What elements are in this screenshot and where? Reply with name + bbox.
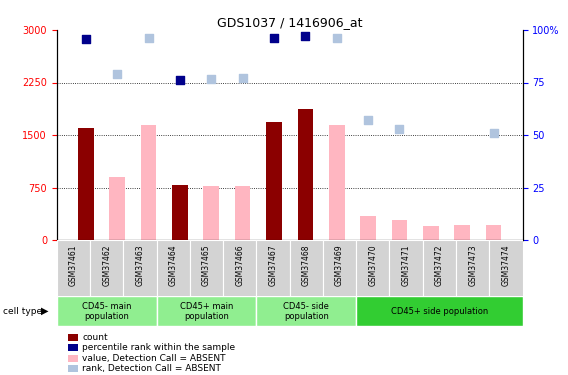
Bar [57, 240, 90, 300]
Text: ▶: ▶ [41, 306, 48, 316]
Text: GSM37467: GSM37467 [269, 245, 278, 286]
Bar [90, 240, 123, 300]
Text: rank, Detection Call = ABSENT: rank, Detection Call = ABSENT [82, 364, 221, 373]
Text: value, Detection Call = ABSENT: value, Detection Call = ABSENT [82, 354, 226, 363]
Bar [256, 296, 356, 326]
Point [81, 36, 90, 42]
Text: cell type: cell type [3, 307, 42, 316]
Text: GSM37462: GSM37462 [102, 245, 111, 286]
Bar [223, 240, 256, 300]
Point [301, 33, 310, 39]
Text: GSM37474: GSM37474 [502, 245, 511, 286]
Bar [190, 240, 223, 300]
Point [489, 130, 498, 136]
Text: GSM37469: GSM37469 [335, 245, 344, 286]
Text: CD45- side
population: CD45- side population [283, 302, 329, 321]
Bar [329, 125, 345, 240]
Text: GSM37468: GSM37468 [302, 245, 311, 286]
Bar [157, 240, 190, 300]
Title: GDS1037 / 1416906_at: GDS1037 / 1416906_at [217, 16, 362, 29]
Bar [235, 186, 250, 240]
Point [238, 75, 247, 81]
Point [176, 77, 185, 83]
Bar [290, 240, 323, 300]
Text: CD45+ main
population: CD45+ main population [180, 302, 233, 321]
Text: GSM37466: GSM37466 [235, 245, 244, 286]
Bar [423, 240, 456, 300]
Point [364, 117, 373, 123]
Text: GSM37461: GSM37461 [69, 245, 78, 286]
Text: CD45- main
population: CD45- main population [82, 302, 131, 321]
Text: GSM37471: GSM37471 [402, 245, 411, 286]
Point [112, 71, 122, 77]
Point [207, 76, 216, 82]
Text: CD45+ side population: CD45+ side population [391, 307, 488, 316]
Bar [486, 225, 502, 240]
Text: GSM37470: GSM37470 [369, 245, 377, 286]
Point [332, 35, 341, 41]
Bar [172, 185, 188, 240]
Bar [356, 240, 390, 300]
Text: percentile rank within the sample: percentile rank within the sample [82, 343, 236, 352]
Bar [390, 240, 423, 300]
Bar [356, 296, 523, 326]
Text: GSM37464: GSM37464 [169, 245, 178, 286]
Bar [157, 296, 256, 326]
Bar [203, 186, 219, 240]
Bar [456, 240, 489, 300]
Text: GSM37472: GSM37472 [435, 245, 444, 286]
Bar [256, 240, 290, 300]
Bar [423, 226, 438, 240]
Bar [266, 122, 282, 240]
Bar [78, 128, 94, 240]
Bar [141, 125, 156, 240]
Bar [109, 177, 125, 240]
Bar [323, 240, 356, 300]
Bar [489, 240, 523, 300]
Bar [57, 296, 157, 326]
Point [395, 126, 404, 132]
Bar [454, 225, 470, 240]
Bar [391, 220, 407, 240]
Text: GSM37473: GSM37473 [468, 245, 477, 286]
Bar [360, 216, 376, 240]
Point [269, 35, 278, 41]
Text: GSM37463: GSM37463 [136, 245, 144, 286]
Bar [123, 240, 157, 300]
Text: GSM37465: GSM37465 [202, 245, 211, 286]
Text: count: count [82, 333, 108, 342]
Point [144, 35, 153, 41]
Bar [298, 109, 313, 240]
